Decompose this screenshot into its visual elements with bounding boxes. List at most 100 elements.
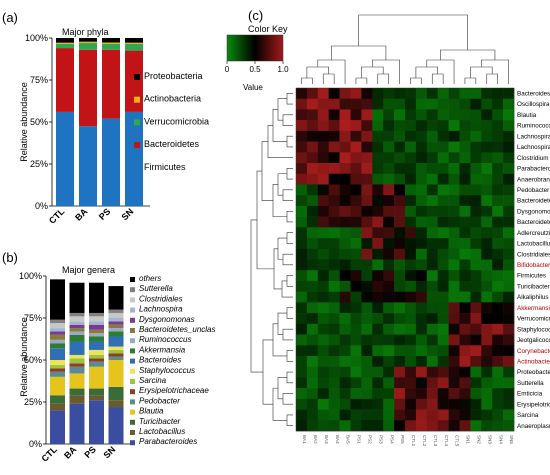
heatmap-cell <box>361 302 373 314</box>
heatmap-cell <box>372 227 384 239</box>
genera-ytick-label: 50% <box>24 355 42 365</box>
heatmap-cell <box>426 248 438 260</box>
heatmap-cell <box>350 313 362 325</box>
heatmap-cell <box>459 152 471 164</box>
heatmap-cell <box>339 98 351 110</box>
phyla-ytick-label: 100% <box>25 33 48 43</box>
heatmap-cell <box>350 98 362 110</box>
heatmap-cell <box>361 355 373 367</box>
heatmap-cell <box>405 420 417 432</box>
heatmap-cell <box>481 109 493 121</box>
column-label: PS3 <box>378 435 383 444</box>
row-label: Bifidobacterium <box>517 262 550 269</box>
heatmap-cell <box>459 291 471 303</box>
heatmap-cell <box>328 420 340 432</box>
phyla-bar-SN-Proteobacteria <box>125 38 143 43</box>
heatmap-cell <box>470 345 482 357</box>
heatmap-cell <box>296 355 308 367</box>
heatmap-cell <box>350 302 362 314</box>
heatmap-cell <box>317 323 329 335</box>
heatmap-cell <box>372 98 384 110</box>
heatmap-cell <box>383 388 395 400</box>
heatmap-cell <box>361 98 373 110</box>
heatmap-cell <box>437 302 449 314</box>
heatmap-cell <box>448 109 460 121</box>
heatmap-cell <box>448 195 460 207</box>
heatmap-cell <box>328 270 340 282</box>
heatmap-cell <box>383 173 395 185</box>
heatmap-cell <box>328 248 340 260</box>
heatmap-cell <box>470 173 482 185</box>
heatmap-cell <box>383 313 395 325</box>
heatmap-cell <box>470 141 482 153</box>
heatmap-cell <box>361 345 373 357</box>
heatmap-cell <box>405 238 417 250</box>
phyla-legend-label: Verrucomicrobia <box>144 116 209 126</box>
heatmap-cell <box>306 313 319 325</box>
phyla-bar-PS-Firmicutes <box>102 118 120 206</box>
heatmap-cell <box>296 302 308 314</box>
heatmap-cell <box>426 163 438 175</box>
heatmap-cell <box>492 420 504 432</box>
heatmap-cell <box>339 270 351 282</box>
heatmap-cell <box>405 291 417 303</box>
heatmap-cell <box>361 291 373 303</box>
genera-legend-swatch <box>130 419 135 425</box>
heatmap-cell <box>328 323 340 335</box>
genera-bar-CTL-Turicibacter <box>50 395 65 404</box>
heatmap-cell <box>317 388 329 400</box>
genera-bar-PS-Sarcina <box>89 354 104 359</box>
heatmap-cell <box>437 216 449 228</box>
phyla-legend-swatch <box>134 164 140 171</box>
heatmap-cell <box>426 141 438 153</box>
heatmap-cell <box>296 270 308 282</box>
heatmap-cell <box>492 152 504 164</box>
heatmap-cell <box>317 377 329 389</box>
heatmap-cell <box>372 409 384 421</box>
phyla-bar-BA-Firmicutes <box>79 126 97 206</box>
heatmap-cell <box>372 141 384 153</box>
heatmap-cell <box>350 270 362 282</box>
heatmap-cell <box>306 130 319 142</box>
heatmap-cell <box>372 120 384 132</box>
heatmap-cell <box>492 163 504 175</box>
genera-bar-BA-others <box>69 282 85 313</box>
heatmap-cell <box>426 238 438 250</box>
heatmap-cell <box>405 173 417 185</box>
heatmap-cell <box>426 216 438 228</box>
heatmap-cell <box>394 377 406 389</box>
genera-bar-PS-Lactobacillus <box>89 395 104 401</box>
genera-legend-label: Parabacteroides <box>139 437 197 446</box>
heatmap-cell <box>426 377 438 389</box>
genera-bar-SN-Turicibacter <box>108 386 124 401</box>
heatmap-cell <box>426 291 438 303</box>
heatmap-cell <box>503 130 515 142</box>
heatmap-cell <box>328 88 340 100</box>
heatmap-cell <box>317 420 329 432</box>
heatmap-cell <box>339 259 351 271</box>
genera-bar-PS-Staphylococcus <box>89 349 104 355</box>
column-label: CTL3 <box>433 435 438 447</box>
heatmap-cell <box>317 184 329 196</box>
heatmap-cell <box>328 313 340 325</box>
heatmap-cell <box>339 388 351 400</box>
heatmap-cell <box>503 98 515 110</box>
heatmap-cell <box>339 334 351 346</box>
genera-bar-CTL-Lactobacillus <box>50 403 65 411</box>
heatmap-cell <box>415 291 428 303</box>
heatmap-cell <box>361 205 373 217</box>
heatmap-cell <box>317 302 329 314</box>
genera-legend-swatch <box>130 368 135 374</box>
heatmap-cell <box>317 345 329 357</box>
heatmap-cell <box>328 130 340 142</box>
heatmap-cell <box>426 109 438 121</box>
heatmap-cell <box>394 130 406 142</box>
heatmap-cell <box>394 366 406 378</box>
dendro-branch <box>277 173 287 196</box>
dendro-branch <box>440 49 496 60</box>
heatmap-cell <box>459 259 471 271</box>
heatmap-cell <box>306 355 319 367</box>
genera-bar-CTL-Erysipelotrichaceae <box>50 368 65 372</box>
dendro-branch <box>250 219 263 373</box>
heatmap-cell <box>361 173 373 185</box>
